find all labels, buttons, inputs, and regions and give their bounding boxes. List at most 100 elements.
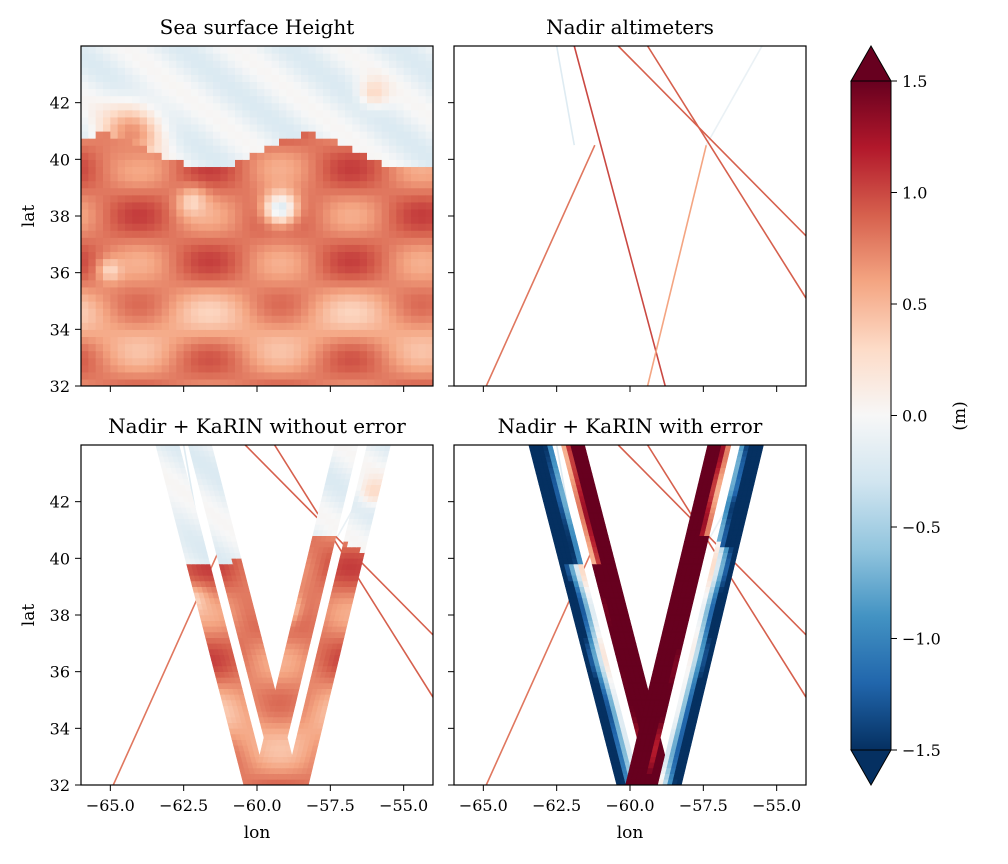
field-cell: [81, 216, 89, 224]
field-cell: [95, 251, 104, 260]
field-cell: [301, 60, 309, 68]
field-cell: [110, 74, 119, 83]
field-cell: [308, 343, 317, 352]
field-cell: [279, 187, 287, 196]
field-cell: [315, 315, 324, 323]
field-cell: [169, 237, 177, 245]
field-cell: [264, 322, 273, 330]
heatmap-swaths: [112, 445, 433, 785]
field-cell: [271, 138, 280, 146]
field-cell: [191, 180, 199, 189]
field-cell: [132, 258, 141, 267]
field-cell: [147, 81, 155, 90]
field-cell: [227, 237, 236, 245]
field-cell: [191, 88, 199, 97]
field-cell: [293, 244, 302, 253]
field-cell: [396, 223, 405, 231]
field-cell: [139, 336, 148, 345]
field-cell: [249, 123, 258, 132]
field-cell: [264, 116, 273, 125]
field-cell: [242, 208, 251, 217]
field-cell: [337, 315, 346, 323]
swath-cell: [310, 750, 317, 757]
field-cell: [389, 322, 397, 330]
field-cell: [88, 237, 97, 245]
field-cell: [103, 286, 111, 295]
field-cell: [205, 272, 214, 281]
swath-cell: [371, 495, 379, 502]
field-cell: [191, 95, 199, 104]
field-cell: [235, 81, 243, 90]
colorbar-tick-label: 1.5: [902, 72, 927, 91]
swath-cell: [307, 626, 315, 633]
field-cell: [396, 60, 405, 68]
field-cell: [345, 343, 353, 352]
field-cell: [176, 251, 185, 260]
field-cell: [198, 223, 207, 231]
field-cell: [227, 244, 236, 253]
field-cell: [242, 145, 251, 153]
field-cell: [139, 223, 148, 231]
field-cell: [381, 131, 390, 139]
field-cell: [154, 244, 163, 253]
field-cell: [367, 109, 375, 118]
field-cell: [418, 357, 427, 366]
swath-cell: [692, 711, 700, 718]
field-cell: [103, 230, 111, 238]
swath-cell: [285, 716, 293, 723]
field-cell: [279, 293, 287, 302]
field-cell: [308, 194, 317, 203]
field-cell: [323, 138, 331, 146]
field-cell: [301, 237, 309, 245]
field-cell: [279, 53, 287, 61]
swath-cell: [277, 750, 285, 757]
field-cell: [154, 81, 163, 90]
field-cell: [161, 102, 170, 111]
field-cell: [315, 116, 324, 125]
field-cell: [110, 180, 119, 189]
field-cell: [161, 230, 170, 238]
field-cell: [220, 336, 229, 345]
field-cell: [198, 46, 207, 54]
field-cell: [242, 286, 251, 295]
field-cell: [154, 173, 163, 182]
field-cell: [367, 272, 375, 281]
field-cell: [235, 279, 243, 288]
field-cell: [345, 46, 353, 54]
field-cell: [323, 194, 331, 203]
field-cell: [198, 364, 207, 373]
field-cell: [191, 272, 199, 281]
field-cell: [183, 286, 192, 295]
field-cell: [88, 378, 97, 386]
swath-cell: [683, 750, 690, 757]
field-cell: [359, 293, 368, 302]
nadir-track: [573, 46, 666, 386]
field-cell: [396, 301, 405, 309]
field-cell: [88, 131, 97, 139]
field-cell: [315, 138, 324, 146]
field-cell: [257, 322, 265, 330]
field-cell: [279, 201, 287, 210]
field-cell: [103, 95, 111, 104]
field-cell: [154, 329, 163, 338]
field-cell: [95, 329, 104, 338]
swath-cell: [699, 546, 707, 553]
field-cell: [308, 237, 317, 245]
field-cell: [271, 81, 280, 90]
field-cell: [81, 265, 89, 274]
swath-cell: [669, 671, 677, 678]
field-cell: [323, 286, 331, 295]
field-cell: [139, 53, 148, 61]
field-cell: [418, 201, 427, 210]
field-cell: [132, 315, 141, 323]
field-cell: [418, 244, 427, 253]
field-cell: [352, 350, 361, 359]
field-cell: [176, 159, 185, 168]
field-cell: [176, 301, 185, 309]
field-cell: [132, 180, 141, 189]
field-cell: [235, 272, 243, 281]
field-cell: [396, 95, 405, 104]
field-cell: [381, 109, 390, 118]
field-cell: [132, 208, 141, 217]
field-cell: [257, 60, 265, 68]
